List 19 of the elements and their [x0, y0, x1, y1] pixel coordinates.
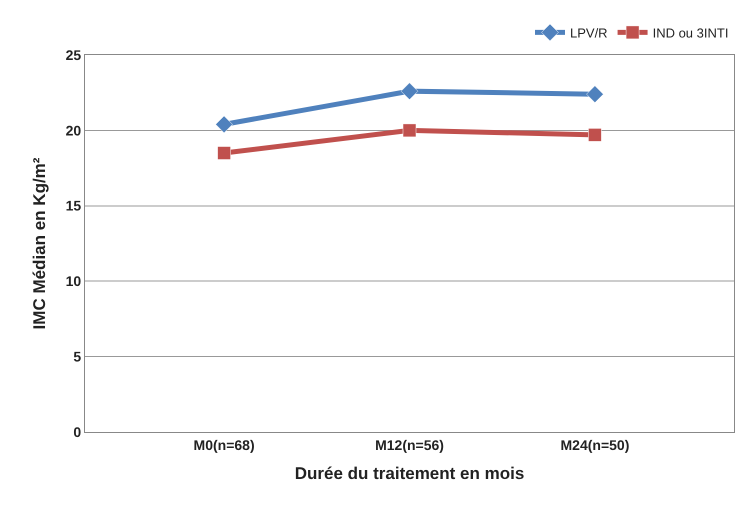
- y-tick-label: 0: [73, 424, 82, 440]
- y-tick-label: 15: [66, 198, 82, 214]
- point: [588, 128, 602, 142]
- x-tick-label: M0(n=68): [194, 436, 255, 453]
- y-tick-label: 20: [66, 122, 82, 138]
- point: [402, 124, 416, 138]
- y-tick-label: 5: [73, 348, 82, 364]
- y-tick-label: 10: [66, 273, 82, 290]
- x-axis-title: Durée du traitement en mois: [294, 464, 524, 484]
- point: [215, 116, 233, 134]
- x-tick-label: M12(n=56): [375, 436, 444, 453]
- point: [217, 146, 231, 160]
- y-tick-label: 25: [66, 46, 82, 63]
- point: [586, 86, 604, 103]
- legend-label: LPV/R: [570, 25, 608, 40]
- x-tick-label: M24(n=50): [560, 436, 630, 453]
- y-axis-title: IMC Médian en Kg/m²: [30, 157, 50, 330]
- point: [400, 82, 418, 100]
- legend-label: IND ou 3INTI: [652, 25, 728, 40]
